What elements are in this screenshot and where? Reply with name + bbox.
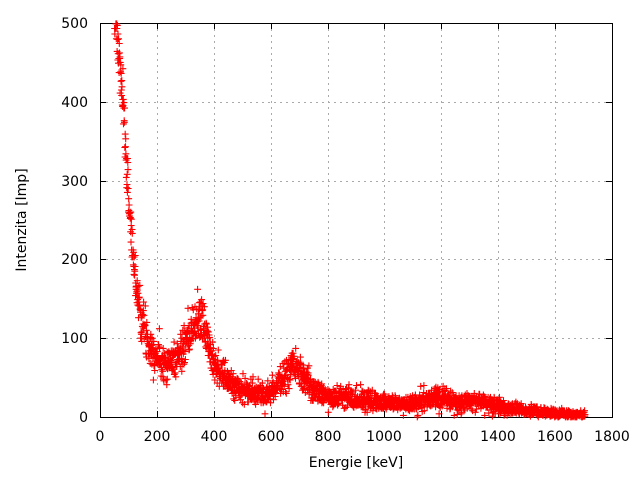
y-axis-label: Intenzita [Imp] xyxy=(14,168,30,271)
x-tick-label: 1600 xyxy=(537,429,573,445)
x-tick-label: 1400 xyxy=(480,429,516,445)
x-tick-label: 0 xyxy=(96,429,105,445)
x-axis-label: Energie [keV] xyxy=(309,455,403,471)
plot-border xyxy=(100,23,613,418)
y-tick-label: 200 xyxy=(61,252,88,268)
x-tick-label: 600 xyxy=(258,429,285,445)
x-axis-tick-labels: 0 200 400 600 800 1000 1200 1400 1600 1800 xyxy=(96,429,630,445)
x-tick-label: 800 xyxy=(315,429,342,445)
x-tick-label: 1000 xyxy=(366,429,402,445)
y-tick-label: 100 xyxy=(61,331,88,347)
y-tick-label: 300 xyxy=(61,174,88,190)
y-tick-label: 0 xyxy=(79,410,88,426)
x-tick-label: 1800 xyxy=(594,429,630,445)
y-tick-label: 500 xyxy=(61,16,88,32)
data-points xyxy=(111,20,589,421)
y-axis-tick-labels: 0 100 200 300 400 500 xyxy=(61,16,88,426)
x-tick-label: 1200 xyxy=(423,429,459,445)
x-tick-label: 200 xyxy=(144,429,171,445)
x-tick-label: 400 xyxy=(201,429,228,445)
y-tick-label: 400 xyxy=(61,95,88,111)
